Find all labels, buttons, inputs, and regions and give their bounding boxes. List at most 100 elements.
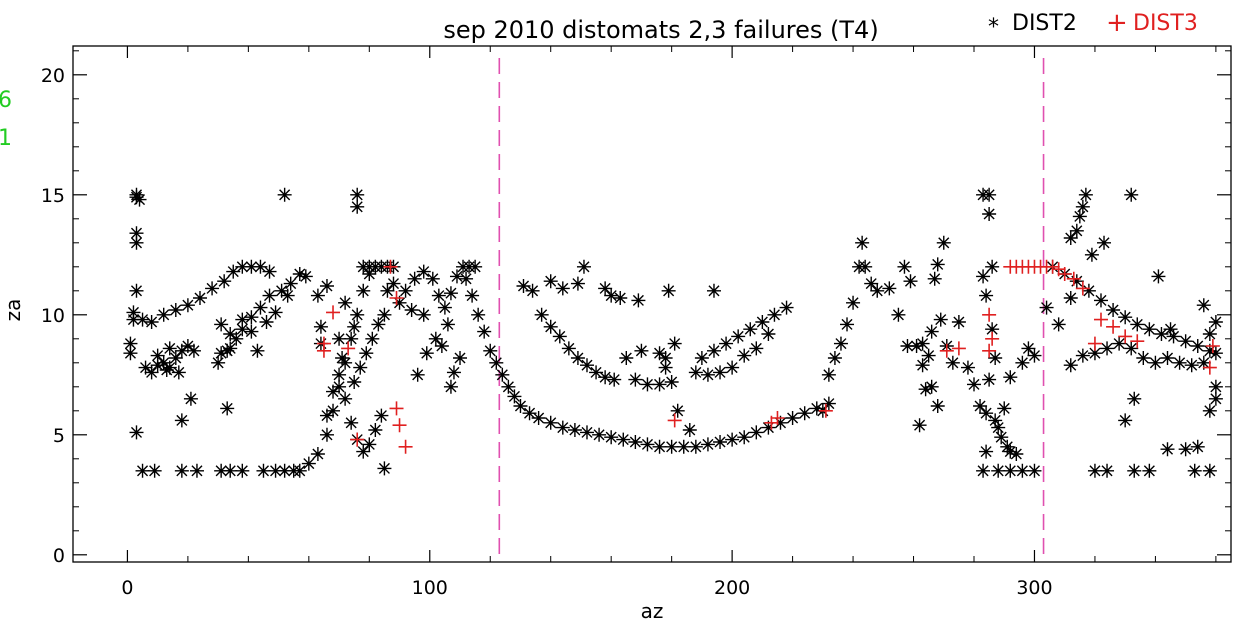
dist2-point bbox=[156, 355, 171, 370]
dist2-point bbox=[159, 363, 174, 377]
dist2-point bbox=[1202, 403, 1217, 418]
dist2-point bbox=[332, 367, 347, 382]
dist2-point bbox=[174, 343, 189, 358]
dist2-point bbox=[292, 463, 307, 478]
dist2-point bbox=[652, 346, 667, 361]
dist3-point bbox=[982, 307, 997, 322]
dist2-point bbox=[979, 406, 994, 421]
dist2-point bbox=[371, 317, 386, 332]
dist2-point bbox=[1069, 223, 1084, 238]
dist2-point bbox=[918, 382, 933, 397]
dist2-point bbox=[737, 348, 752, 363]
dist2-point bbox=[882, 281, 897, 296]
dist2-point bbox=[377, 307, 392, 322]
dist2-point bbox=[516, 279, 531, 293]
dist2-point bbox=[667, 336, 682, 351]
dist2-point bbox=[235, 312, 250, 327]
dist2-point bbox=[431, 288, 446, 303]
dist2-point bbox=[277, 463, 292, 478]
dist2-point bbox=[973, 399, 988, 413]
dist2-point bbox=[1151, 269, 1166, 284]
dist2-point bbox=[126, 312, 141, 327]
dist3-point bbox=[389, 401, 404, 416]
dist2-point bbox=[1084, 247, 1099, 262]
dist2-point bbox=[976, 269, 991, 284]
dist2-point bbox=[214, 346, 229, 361]
dist2-point bbox=[1097, 235, 1112, 250]
dist2-point bbox=[223, 341, 238, 356]
y-tick-label: 10 bbox=[41, 305, 65, 327]
dist2-point bbox=[743, 322, 758, 337]
dist2-point bbox=[1027, 348, 1042, 363]
dist2-point bbox=[982, 187, 997, 202]
dist2-point bbox=[1015, 355, 1030, 370]
dist2-point bbox=[713, 365, 728, 380]
dist2-point bbox=[982, 207, 997, 221]
dist3-point bbox=[1087, 336, 1102, 351]
dist3-point bbox=[383, 259, 398, 274]
dist3-point bbox=[982, 343, 997, 358]
dist2-point bbox=[779, 300, 794, 315]
dist2-point bbox=[658, 360, 673, 375]
legend: * DIST2 + DIST3 bbox=[988, 8, 1198, 40]
dist2-point bbox=[126, 305, 141, 320]
dist2-point bbox=[477, 324, 492, 339]
dist2-point bbox=[598, 281, 613, 296]
dist2-point bbox=[1069, 274, 1084, 289]
dist3-point bbox=[1045, 259, 1060, 274]
dist2-point bbox=[183, 391, 198, 406]
dist2-point bbox=[1100, 463, 1115, 478]
dist2-point bbox=[604, 430, 619, 445]
dist2-point bbox=[1190, 439, 1205, 454]
dist2-point bbox=[821, 396, 836, 411]
x-tick-label: 200 bbox=[714, 577, 750, 599]
dist2-point bbox=[658, 351, 673, 365]
dist2-point bbox=[576, 259, 591, 274]
dist2-point bbox=[915, 358, 930, 373]
dist2-point bbox=[453, 351, 468, 365]
y-tick-label: 5 bbox=[53, 425, 65, 447]
dist2-point bbox=[985, 259, 1000, 274]
dist2-point bbox=[398, 283, 413, 298]
dist2-point bbox=[797, 406, 812, 421]
dist2-point bbox=[1021, 341, 1036, 356]
dist2-point bbox=[891, 307, 906, 322]
dist2-point bbox=[982, 372, 997, 387]
dist2-point bbox=[1178, 442, 1193, 457]
dist2-point bbox=[495, 367, 510, 382]
dist2-point bbox=[365, 331, 380, 346]
dist2-point bbox=[522, 406, 537, 421]
dist2-point bbox=[280, 288, 295, 303]
dist2-point bbox=[640, 437, 655, 452]
dist2-point bbox=[256, 463, 271, 478]
dist2-point bbox=[1118, 413, 1133, 428]
dist2-point bbox=[1148, 355, 1163, 370]
dist2-point bbox=[135, 312, 150, 327]
dist2-point bbox=[991, 463, 1006, 478]
dist2-point bbox=[356, 283, 371, 298]
dist2-point bbox=[513, 399, 528, 413]
margin-text-1: 6 bbox=[0, 88, 12, 113]
dist2-point bbox=[1208, 346, 1223, 361]
dist2-point bbox=[168, 351, 183, 365]
dist2-point bbox=[1075, 199, 1090, 214]
dist2-point bbox=[283, 276, 298, 291]
dist3-point bbox=[1118, 329, 1133, 344]
dist2-point bbox=[1172, 355, 1187, 370]
dist2-point bbox=[833, 336, 848, 351]
dist2-point bbox=[561, 341, 576, 356]
dist2-point bbox=[700, 437, 715, 452]
x-tick-label: 0 bbox=[121, 577, 133, 599]
dist2-point bbox=[356, 444, 371, 459]
dist2-point bbox=[123, 336, 138, 351]
dist2-point bbox=[1187, 463, 1202, 478]
dist2-point bbox=[912, 418, 927, 433]
dist2-point bbox=[407, 271, 422, 286]
dist2-point bbox=[555, 281, 570, 296]
dist2-point bbox=[613, 291, 628, 305]
dist2-point bbox=[1051, 317, 1066, 332]
dist2-point bbox=[855, 235, 870, 250]
dist2-point bbox=[180, 298, 195, 313]
dist2-point bbox=[1087, 463, 1102, 478]
dist3-point bbox=[350, 432, 365, 447]
